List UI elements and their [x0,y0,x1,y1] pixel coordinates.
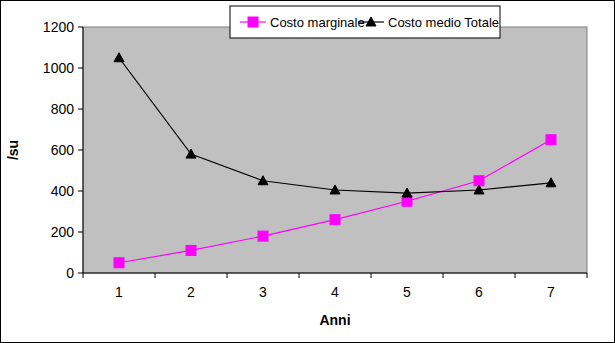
x-tick [443,273,444,278]
y-tick-label: 1200 [43,19,74,35]
x-tick-label: 2 [187,284,195,300]
plot-area [83,27,587,273]
y-tick [78,109,83,110]
y-tick [78,232,83,233]
x-tick-label: 4 [331,284,339,300]
y-axis-label: /su [5,140,21,160]
legend-marker [366,17,376,26]
data-point [186,245,196,255]
y-tick [78,191,83,192]
x-tick [515,273,516,278]
data-point [258,231,268,241]
x-tick-label: 1 [115,284,123,300]
x-tick [299,273,300,278]
y-tick-label: 200 [51,224,75,240]
legend-box [230,6,500,38]
x-tick [371,273,372,278]
data-point [546,135,556,145]
data-point [258,176,268,185]
chart: 0 200 400 600 800 1000 1200 1 2 3 4 5 6 7 Anni/su Costo… [0,0,615,343]
y-tick-label: 600 [51,142,75,158]
legend-label: Costo medio Totale [388,15,499,30]
x-tick [227,273,228,278]
x-tick [83,273,84,278]
data-point [114,258,124,268]
y-tick [78,273,83,274]
legend-label: Costo marginale [270,15,365,30]
y-tick-label: 800 [51,101,75,117]
x-tick-label: 6 [475,284,483,300]
data-point [330,215,340,225]
data-point [402,196,412,206]
y-tick-label: 0 [66,265,74,281]
y-tick-label: 400 [51,183,75,199]
data-point [186,149,196,158]
series-line [119,58,551,193]
data-point [474,185,484,194]
data-point [546,178,556,187]
y-tick [78,27,83,28]
legend-marker [248,17,258,27]
x-tick-label: 7 [547,284,555,300]
y-tick-label: 1000 [43,60,74,76]
x-axis [83,273,587,274]
x-tick-label: 3 [259,284,267,300]
x-tick-label: 5 [403,284,411,300]
data-point [330,185,340,194]
x-axis-label: Anni [319,312,350,328]
chart-border [1,1,615,343]
data-point [402,188,412,197]
legend: Costo marginale Costo medio Totale [230,6,500,38]
data-point [114,53,124,62]
y-tick [78,68,83,69]
y-tick [78,150,83,151]
series-group [114,53,556,268]
x-tick [587,273,588,278]
x-tick [155,273,156,278]
series-line [119,140,551,263]
